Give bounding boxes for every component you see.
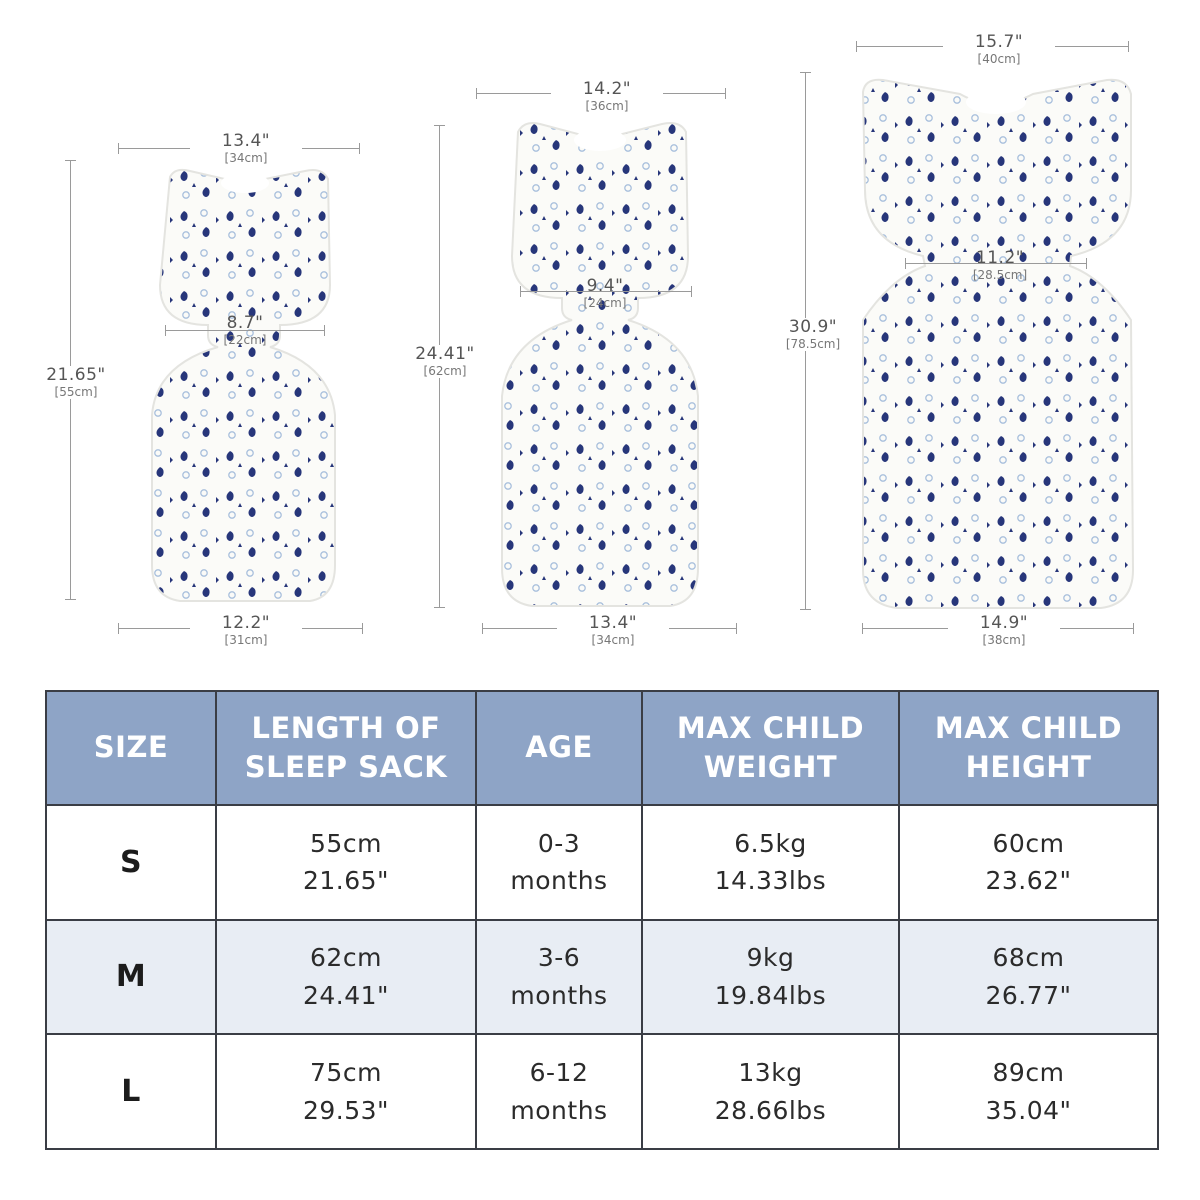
sleep-sack-small-illustration bbox=[151, 168, 336, 602]
length-cell: 75cm 29.53" bbox=[215, 1033, 477, 1150]
waist-width-label-small: 8.7" [22cm] bbox=[223, 313, 267, 347]
age-cell: 3-6 months bbox=[475, 918, 643, 1036]
length-cell: 62cm 24.41" bbox=[215, 918, 477, 1036]
length-label-small: 21.65" [55cm] bbox=[28, 365, 124, 400]
waist-width-line-small bbox=[165, 325, 325, 336]
waist-width-label-large: 11.2" [28.5cm] bbox=[972, 248, 1028, 282]
length-cell: 55cm 21.65" bbox=[215, 804, 477, 921]
sleep-sack-medium-illustration bbox=[501, 122, 699, 607]
waist-width-line-large bbox=[905, 258, 1087, 269]
header-size: SIZE bbox=[45, 690, 217, 806]
header-length: LENGTH OF SLEEP SACK bbox=[215, 690, 477, 806]
table-row: M 62cm 24.41" 3-6 months 9kg 19.84lbs 68cm 2… bbox=[45, 918, 1159, 1036]
height-cell: 60cm 23.62" bbox=[898, 804, 1159, 921]
sleep-sack-medium bbox=[480, 118, 720, 618]
height-cell: 68cm 26.77" bbox=[898, 918, 1159, 1036]
top-width-label-medium: 14.2" [36cm] bbox=[551, 79, 663, 114]
size-cell: M bbox=[45, 918, 217, 1036]
header-height: MAX CHILD HEIGHT bbox=[898, 690, 1159, 806]
weight-cell: 6.5kg 14.33lbs bbox=[641, 804, 900, 921]
sleep-sack-small bbox=[130, 165, 360, 615]
length-label-large: 30.9" [78.5cm] bbox=[762, 317, 864, 352]
header-weight: MAX CHILD WEIGHT bbox=[641, 690, 900, 806]
top-width-label-large: 15.7" [40cm] bbox=[943, 32, 1055, 67]
waist-width-line-medium bbox=[520, 286, 692, 297]
sleep-sack-large bbox=[855, 70, 1140, 620]
size-chart-table: SIZE LENGTH OF SLEEP SACK AGE MAX CHILD WE… bbox=[45, 690, 1159, 1150]
table-row: L 75cm 29.53" 6-12 months 13kg 28.66lbs 89c… bbox=[45, 1033, 1159, 1150]
size-cell: S bbox=[45, 804, 217, 921]
length-label-medium: 24.41" [62cm] bbox=[394, 344, 496, 379]
table-header-row: SIZE LENGTH OF SLEEP SACK AGE MAX CHILD WE… bbox=[45, 690, 1159, 806]
bottom-width-label-large: 14.9" [38cm] bbox=[948, 613, 1060, 648]
waist-width-label-medium: 9.4" [24cm] bbox=[583, 276, 627, 310]
header-age: AGE bbox=[475, 690, 643, 806]
size-cell: L bbox=[45, 1033, 217, 1150]
age-cell: 0-3 months bbox=[475, 804, 643, 921]
age-cell: 6-12 months bbox=[475, 1033, 643, 1150]
weight-cell: 13kg 28.66lbs bbox=[641, 1033, 900, 1150]
height-cell: 89cm 35.04" bbox=[898, 1033, 1159, 1150]
bottom-width-label-medium: 13.4" [34cm] bbox=[557, 613, 669, 648]
table-row: S 55cm 21.65" 0-3 months 6.5kg 14.33lbs 60c… bbox=[45, 804, 1159, 921]
weight-cell: 9kg 19.84lbs bbox=[641, 918, 900, 1036]
top-width-label-small: 13.4" [34cm] bbox=[190, 131, 302, 166]
bottom-width-label-small: 12.2" [31cm] bbox=[190, 613, 302, 648]
sleep-sack-large-illustration bbox=[861, 78, 1135, 609]
